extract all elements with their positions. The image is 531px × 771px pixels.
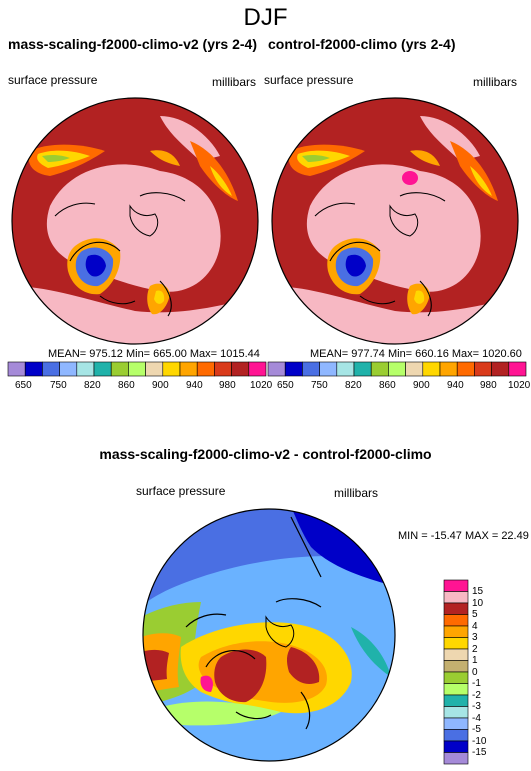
diff-colorbar-label: 2	[472, 643, 478, 655]
colorbar-swatch	[76, 361, 95, 377]
colorbar-swatch	[422, 361, 441, 377]
diff-colorbar-swatch	[443, 637, 469, 650]
left-cbar-label-750: 750	[50, 380, 67, 391]
right-polar-map	[271, 97, 519, 345]
left-field-label: surface pressure	[8, 73, 98, 87]
colorbar-swatch	[267, 361, 286, 377]
diff-colorbar-label: 1	[472, 655, 478, 667]
left-cbar-label-820: 820	[84, 380, 101, 391]
colorbar-swatch	[231, 361, 250, 377]
diff-colorbar-labels: 15 10 5 4 3 2 1 0 -1 -2 -3 -4 -5 -10 -15	[472, 586, 512, 759]
colorbar-swatch	[319, 361, 338, 377]
colorbar-swatch	[214, 361, 232, 377]
diff-colorbar-swatch	[443, 625, 469, 638]
diff-colorbar-swatch	[443, 671, 469, 684]
diff-colorbar-label: 5	[472, 609, 478, 621]
left-panel-title: mass-scaling-f2000-climo-v2 (yrs 2-4)	[8, 36, 257, 52]
right-field-label: surface pressure	[264, 73, 354, 87]
diff-colorbar-label: -3	[472, 701, 481, 713]
colorbar-swatch	[491, 361, 510, 377]
right-panel-title: control-f2000-climo (yrs 2-4)	[268, 36, 456, 52]
diff-colorbar-label: -5	[472, 724, 481, 736]
right-units-label: millibars	[473, 75, 518, 89]
diff-panel-title: mass-scaling-f2000-climo-v2 - control-f2…	[99, 446, 432, 462]
right-cbar-label-820: 820	[345, 380, 362, 391]
colorbar-swatch	[370, 361, 389, 377]
colorbar-swatch	[93, 361, 112, 377]
diff-colorbar-swatch	[443, 648, 469, 661]
left-units-label: millibars	[212, 75, 257, 89]
diff-colorbar-label: 4	[472, 620, 478, 632]
colorbar-swatch	[59, 361, 78, 377]
colorbar-swatch	[353, 361, 372, 377]
diff-colorbar-swatch	[443, 683, 469, 696]
left-cbar-label-900: 900	[152, 380, 169, 391]
colorbar-swatch	[456, 361, 475, 377]
colorbar-swatch	[302, 361, 320, 377]
right-cbar-label-940: 940	[447, 380, 464, 391]
left-stats: MEAN= 975.12 Min= 665.00 Max= 1015.44	[48, 348, 260, 360]
diff-colorbar	[443, 579, 469, 765]
diff-colorbar-label: -1	[472, 678, 481, 690]
right-cbar-label-980: 980	[480, 380, 497, 391]
diff-stats: MIN = -15.47 MAX = 22.49	[398, 530, 529, 542]
diff-colorbar-swatch	[443, 579, 469, 592]
diff-colorbar-label: 10	[472, 597, 484, 609]
colorbar-swatch	[162, 361, 181, 377]
diff-colorbar-swatch	[443, 706, 469, 719]
colorbar-swatch	[508, 361, 527, 377]
diff-colorbar-label: -2	[472, 689, 481, 701]
left-cbar-label-980: 980	[219, 380, 236, 391]
diff-colorbar-swatch	[443, 717, 469, 730]
colorbar-swatch	[388, 361, 406, 377]
left-cbar-label-650: 650	[15, 380, 32, 391]
colorbar-label-row: 650 750 820 860 900 940 980 1020 650 750…	[0, 380, 531, 394]
diff-colorbar-swatch	[443, 740, 469, 753]
diff-colorbar-swatch	[443, 752, 469, 765]
colorbar-swatch	[179, 361, 198, 377]
colorbar-swatch	[248, 361, 267, 377]
colorbar-swatch	[405, 361, 424, 377]
left-cbar-label-860: 860	[118, 380, 135, 391]
right-cbar-label-900: 900	[413, 380, 430, 391]
diff-colorbar-label: -4	[472, 712, 481, 724]
diff-colorbar-swatch	[443, 660, 469, 673]
left-cbar-label-1020: 1020	[250, 380, 273, 391]
colorbar-swatch	[128, 361, 146, 377]
diff-colorbar-swatch	[443, 729, 469, 742]
colorbar-swatch	[145, 361, 164, 377]
diff-colorbar-swatch	[443, 694, 469, 707]
diff-field-label: surface pressure	[136, 484, 226, 498]
colorbar-swatch	[474, 361, 492, 377]
right-cbar-label-1020: 1020	[508, 380, 531, 391]
diff-polar-map	[142, 508, 396, 762]
colorbar-swatch	[42, 361, 60, 377]
colorbar-swatch	[196, 361, 215, 377]
left-cbar-label-940: 940	[186, 380, 203, 391]
colorbar-swatch	[24, 361, 43, 377]
diff-colorbar-label: -15	[472, 747, 487, 759]
right-stats: MEAN= 977.74 Min= 660.16 Max= 1020.60	[310, 348, 522, 360]
colorbar-swatch	[439, 361, 458, 377]
page-title: DJF	[243, 4, 288, 31]
colorbar-swatch	[110, 361, 129, 377]
diff-units-label: millibars	[334, 486, 379, 500]
left-colorbar	[7, 361, 267, 377]
diff-colorbar-swatch	[443, 602, 469, 615]
diff-colorbar-swatch	[443, 614, 469, 627]
right-cbar-label-860: 860	[379, 380, 396, 391]
colorbar-swatch	[336, 361, 355, 377]
right-colorbar	[267, 361, 527, 377]
colorbar-swatch	[284, 361, 303, 377]
colorbar-swatch	[7, 361, 26, 377]
right-cbar-label-650: 650	[277, 380, 294, 391]
right-cbar-label-750: 750	[311, 380, 328, 391]
diff-colorbar-label: -10	[472, 735, 487, 747]
left-polar-map	[11, 97, 259, 345]
diff-colorbar-label: 3	[472, 632, 478, 644]
diff-colorbar-label: 0	[472, 666, 478, 678]
diff-colorbar-swatch	[443, 591, 469, 604]
diff-colorbar-label: 15	[472, 586, 484, 598]
